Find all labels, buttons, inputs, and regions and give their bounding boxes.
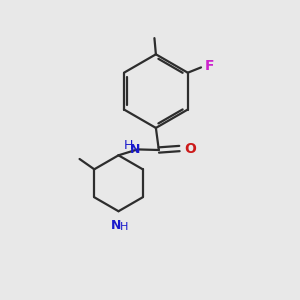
Text: O: O [185, 142, 197, 155]
Text: N: N [111, 220, 121, 232]
Text: H: H [124, 140, 133, 152]
Text: F: F [205, 59, 214, 73]
Text: N: N [130, 143, 140, 157]
Text: H: H [120, 222, 128, 232]
